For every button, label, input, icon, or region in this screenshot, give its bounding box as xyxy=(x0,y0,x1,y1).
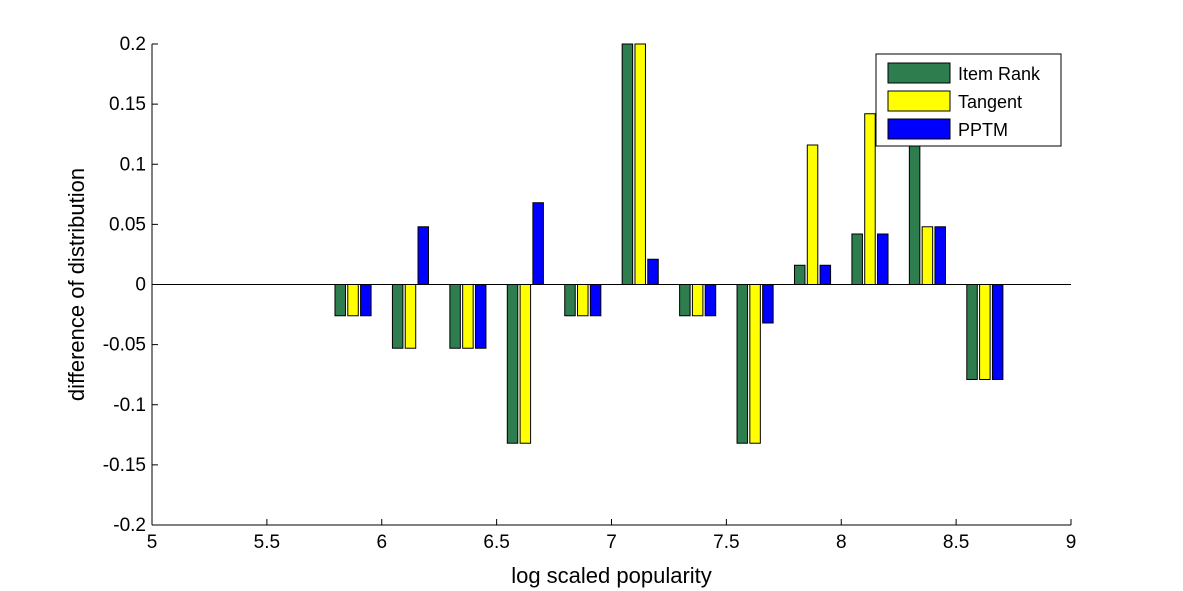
bar-tangent xyxy=(979,284,991,380)
legend-swatch xyxy=(887,90,951,112)
bar-tangent xyxy=(749,284,761,444)
bar-tangent xyxy=(519,284,532,444)
x-axis-label: log scaled popularity xyxy=(511,563,712,588)
bar-tangent xyxy=(404,284,417,349)
y-axis-label: difference of distribution xyxy=(64,168,89,401)
x-tick-label: 7 xyxy=(606,532,617,553)
bar-pptm xyxy=(589,284,602,317)
bar-item-rank xyxy=(966,284,978,380)
legend-swatch xyxy=(887,118,951,140)
bar-item-rank xyxy=(621,43,634,285)
y-tick-label: -0.1 xyxy=(113,395,146,416)
legend-swatch xyxy=(887,62,951,84)
y-tick-label: 0.2 xyxy=(120,34,146,55)
bar-item-rank xyxy=(391,284,404,349)
bar-pptm xyxy=(417,226,430,285)
y-axis: 0.2 0.15 0.1 0.05 0 -0.05 -0.1 -0.15 -0.2 xyxy=(103,34,158,536)
bar-item-rank xyxy=(851,233,863,285)
x-axis: 5 5.5 6 6.5 7 7.5 8 8.5 9 xyxy=(147,519,1077,553)
legend: Item Rank Tangent PPTM xyxy=(875,53,1062,147)
y-tick-label: -0.2 xyxy=(113,515,146,536)
bar-tangent xyxy=(347,284,359,317)
y-tick-label: 0.1 xyxy=(120,154,146,175)
bar-pptm xyxy=(704,284,717,317)
legend-label: PPTM xyxy=(958,120,1008,140)
bar-tangent xyxy=(864,113,876,286)
legend-label: Item Rank xyxy=(958,64,1041,84)
bar-item-rank xyxy=(564,284,576,317)
bar-tangent xyxy=(806,144,819,285)
bar-pptm xyxy=(877,233,889,285)
bar-item-rank xyxy=(908,144,921,285)
x-tick-label: 6.5 xyxy=(483,532,509,553)
bar-item-rank xyxy=(334,284,346,317)
bar-tangent xyxy=(462,284,474,349)
bar-tangent xyxy=(691,284,704,317)
x-tick-label: 8.5 xyxy=(943,532,969,553)
bar-item-rank xyxy=(506,284,519,444)
bar-pptm xyxy=(474,284,487,349)
legend-label: Tangent xyxy=(958,92,1022,112)
bar-item-rank xyxy=(793,264,806,286)
bar-pptm xyxy=(762,284,774,324)
bar-pptm xyxy=(934,226,946,285)
bar-pptm xyxy=(360,284,372,317)
y-tick-label: 0.05 xyxy=(109,214,146,235)
x-tick-label: 6 xyxy=(376,532,387,553)
bar-item-rank xyxy=(679,284,691,317)
bar-pptm xyxy=(647,258,659,285)
bar-tangent xyxy=(921,226,934,285)
x-tick-label: 5.5 xyxy=(254,532,280,553)
x-tick-label: 5 xyxy=(147,532,158,553)
x-tick-label: 8 xyxy=(836,532,847,553)
bar-pptm xyxy=(819,264,832,286)
y-tick-label: -0.15 xyxy=(103,455,146,476)
y-tick-label: -0.05 xyxy=(103,335,146,356)
x-tick-label: 7.5 xyxy=(713,532,739,553)
y-tick-label: 0.15 xyxy=(109,94,146,115)
bar-tangent xyxy=(634,43,646,285)
bar-item-rank xyxy=(449,284,461,349)
bar-item-rank xyxy=(736,284,749,444)
bar-pptm xyxy=(991,284,1004,380)
bar-tangent xyxy=(577,284,589,317)
y-tick-label: 0 xyxy=(135,275,146,296)
bar-pptm xyxy=(532,202,544,285)
x-tick-label: 9 xyxy=(1066,532,1077,553)
